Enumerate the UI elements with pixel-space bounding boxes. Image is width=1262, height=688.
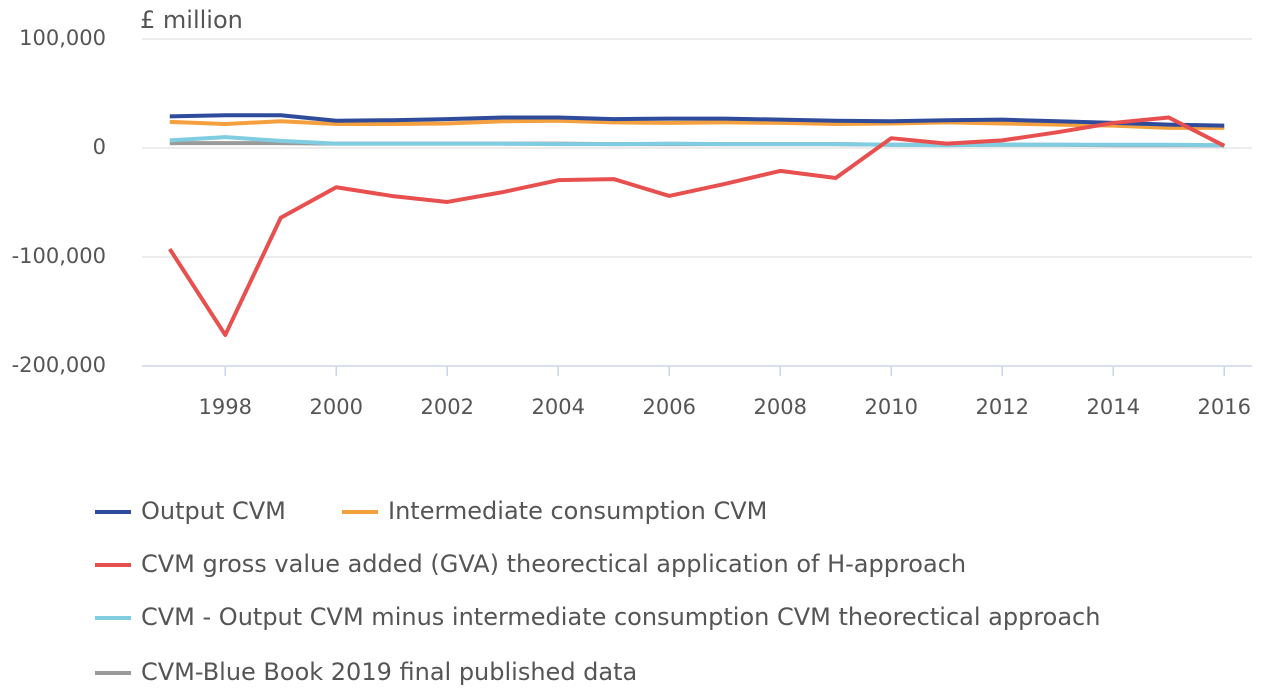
x-tick-label: 2006 xyxy=(643,395,696,419)
legend-label: Intermediate consumption CVM xyxy=(388,497,767,525)
x-tick-label: 2004 xyxy=(532,395,585,419)
y-tick-label: 0 xyxy=(93,135,106,159)
legend-label: CVM gross value added (GVA) theorectical… xyxy=(141,550,966,578)
x-tick-label: 2016 xyxy=(1198,395,1251,419)
series-line xyxy=(169,118,1225,130)
legend-label: CVM-Blue Book 2019 final published data xyxy=(141,658,637,686)
x-tick-label: 2014 xyxy=(1087,395,1140,419)
y-tick-label: 100,000 xyxy=(19,26,106,50)
legend-label: CVM - Output CVM minus intermediate cons… xyxy=(141,603,1100,631)
series-line xyxy=(169,113,1225,128)
series-line xyxy=(169,135,1225,148)
x-tick-label: 2010 xyxy=(865,395,918,419)
x-tick-label: 2008 xyxy=(754,395,807,419)
x-tick-label: 2012 xyxy=(976,395,1029,419)
legend-label: Output CVM xyxy=(141,497,286,525)
y-tick-label: -100,000 xyxy=(12,244,106,268)
series-line xyxy=(168,115,1226,337)
x-tick-label: 2002 xyxy=(421,395,474,419)
y-axis-label: £ million xyxy=(140,6,243,34)
x-tick-label: 1998 xyxy=(199,395,252,419)
x-tick-label: 2000 xyxy=(310,395,363,419)
y-tick-label: -200,000 xyxy=(12,353,106,377)
